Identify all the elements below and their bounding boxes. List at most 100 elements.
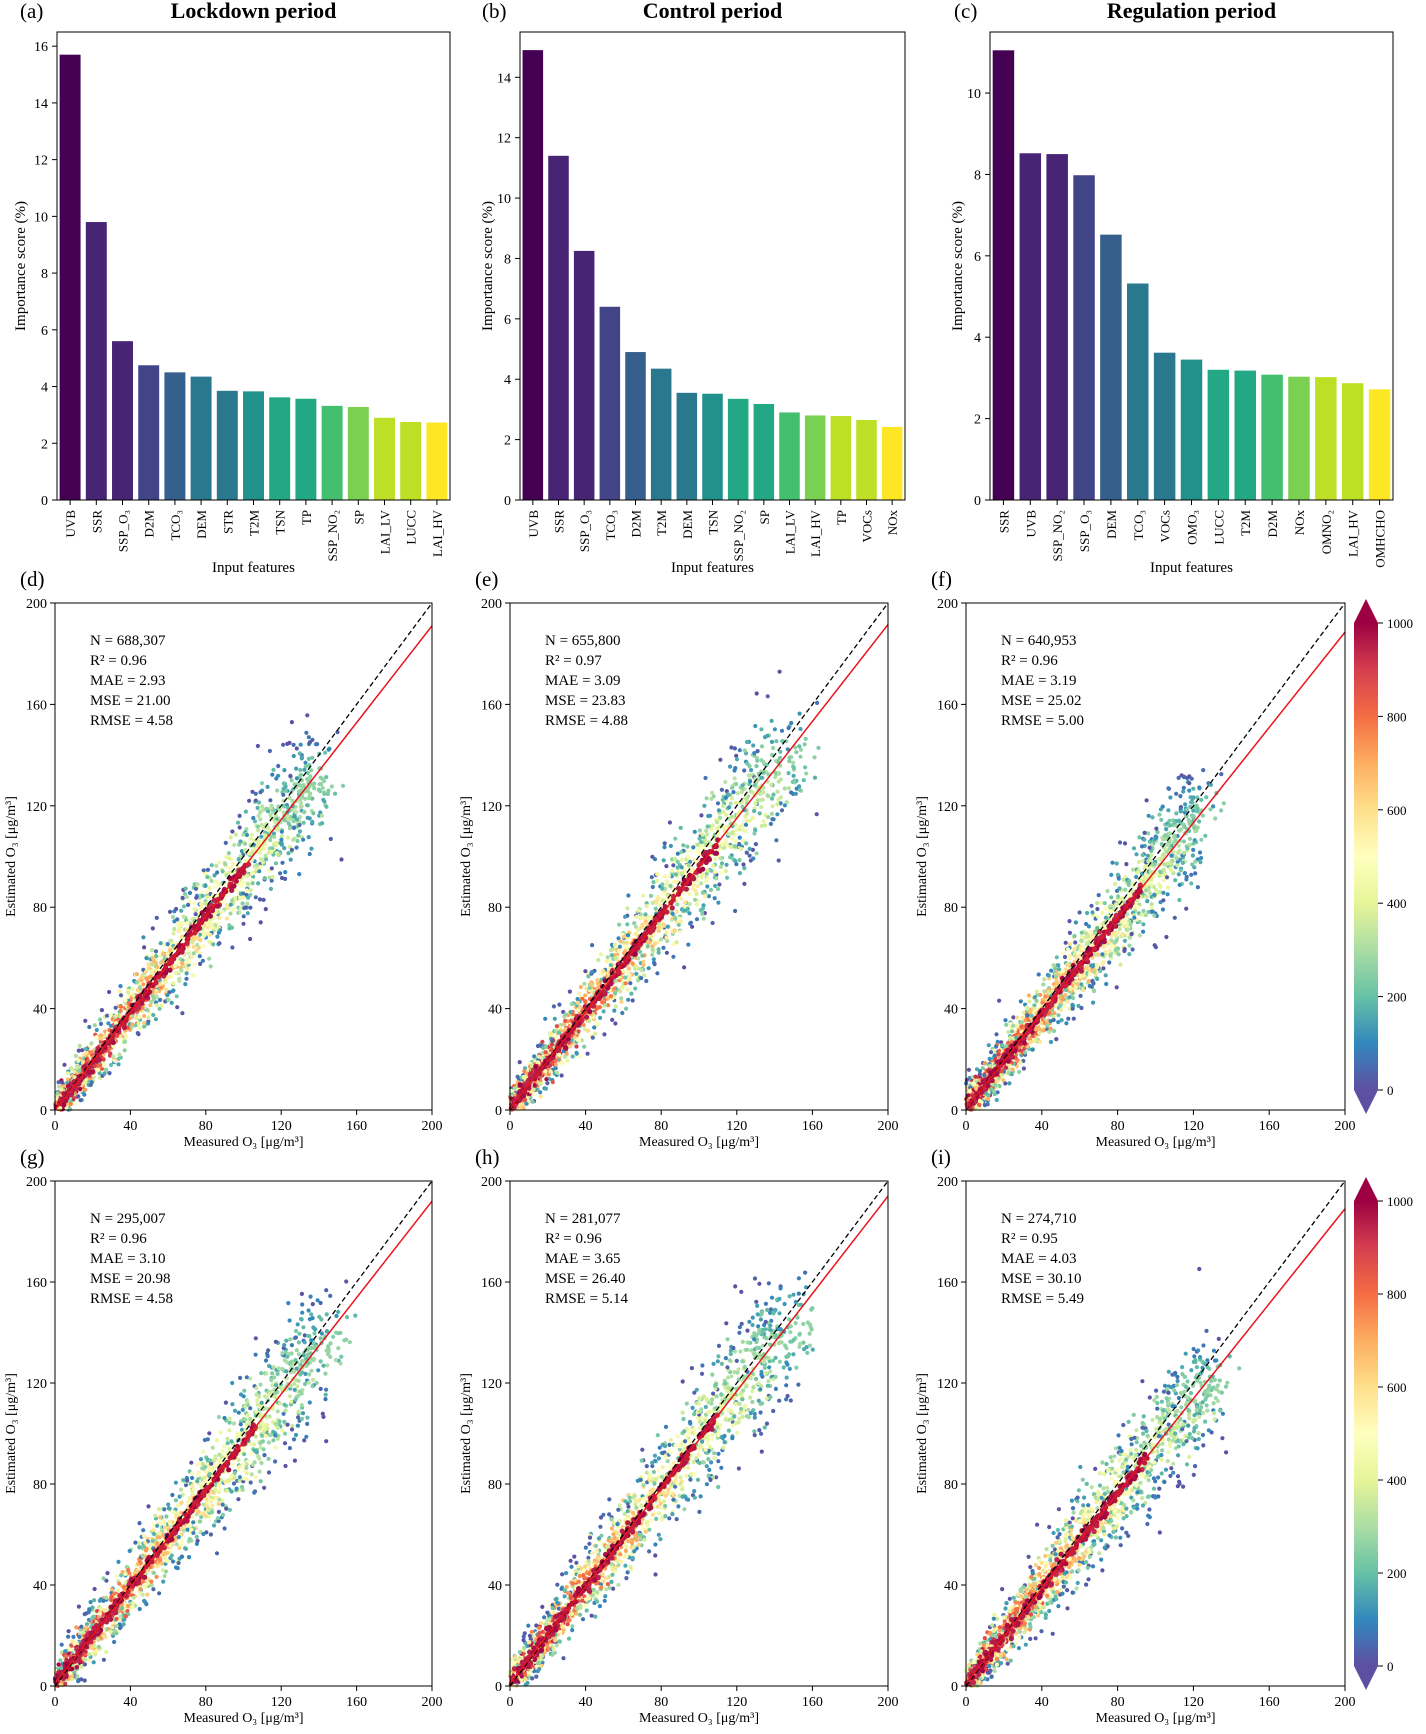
data-point xyxy=(656,939,661,944)
plot-frame xyxy=(56,31,451,501)
data-point xyxy=(291,808,296,813)
data-point xyxy=(298,742,303,747)
data-point xyxy=(705,824,710,829)
x-tick-label: 0 xyxy=(507,1119,514,1134)
x-tick-label: SSP_NO₂ xyxy=(1050,510,1065,562)
data-point xyxy=(543,1016,548,1021)
data-point xyxy=(725,875,730,880)
y-tick-label: 0 xyxy=(41,494,48,509)
data-point xyxy=(596,957,601,963)
stat-text: MAE = 2.93 xyxy=(90,673,166,689)
data-point xyxy=(640,953,645,958)
data-point xyxy=(740,783,745,788)
data-point xyxy=(1172,915,1177,920)
data-point xyxy=(737,748,742,753)
data-point xyxy=(643,919,648,924)
data-point xyxy=(309,768,314,773)
data-point xyxy=(625,922,630,927)
data-point xyxy=(609,994,614,999)
data-point xyxy=(774,739,779,744)
data-point xyxy=(154,915,159,921)
data-point xyxy=(193,912,198,917)
x-tick-label: SSR xyxy=(89,510,104,533)
data-point xyxy=(655,971,660,976)
data-point xyxy=(524,1101,529,1106)
bar xyxy=(1073,175,1095,500)
data-point xyxy=(664,864,669,869)
data-point xyxy=(248,888,253,893)
y-axis-label: Importance score (%) xyxy=(950,201,966,331)
data-point xyxy=(718,870,724,875)
data-point xyxy=(715,886,721,892)
data-point xyxy=(540,1039,545,1044)
data-point xyxy=(172,963,178,969)
data-point xyxy=(679,857,684,862)
data-point xyxy=(278,871,283,876)
data-point xyxy=(326,747,331,752)
y-axis-label: Importance score (%) xyxy=(13,201,29,331)
data-point xyxy=(307,796,312,801)
data-point xyxy=(212,873,217,878)
data-point xyxy=(259,834,264,839)
data-point xyxy=(777,669,782,674)
data-point xyxy=(553,1034,558,1039)
x-tick-label: 80 xyxy=(654,1119,668,1134)
bar xyxy=(321,405,343,500)
data-point xyxy=(734,800,739,806)
data-point xyxy=(776,771,782,776)
data-point xyxy=(303,796,308,801)
data-point xyxy=(297,822,302,828)
data-point xyxy=(583,993,588,998)
data-point xyxy=(319,782,324,787)
data-point xyxy=(1036,972,1041,977)
data-point xyxy=(744,811,750,816)
data-point xyxy=(209,878,214,884)
chart-title: Lockdown period xyxy=(171,0,337,23)
data-point xyxy=(613,956,618,961)
y-tick-label: 14 xyxy=(497,71,511,86)
data-point xyxy=(135,988,140,993)
x-axis-label: Input features xyxy=(671,560,754,576)
data-point xyxy=(297,815,302,820)
data-point xyxy=(153,949,159,954)
data-point xyxy=(141,982,146,987)
bar xyxy=(1341,383,1364,500)
data-point xyxy=(769,718,774,724)
y-tick-label: 200 xyxy=(481,597,502,612)
data-point xyxy=(291,837,296,842)
data-point xyxy=(205,874,210,880)
data-point xyxy=(1072,933,1077,939)
data-point xyxy=(274,843,279,848)
data-point xyxy=(618,989,623,994)
data-point xyxy=(228,835,233,840)
data-point xyxy=(118,984,123,989)
data-point xyxy=(720,797,725,802)
data-point xyxy=(791,773,796,778)
data-point xyxy=(778,777,783,782)
data-point xyxy=(593,1031,598,1036)
data-point xyxy=(136,1032,141,1037)
data-point xyxy=(279,837,284,842)
data-point xyxy=(761,819,766,824)
x-tick-label: 200 xyxy=(878,1119,899,1134)
bar xyxy=(1261,374,1283,500)
data-point xyxy=(714,876,719,881)
data-point xyxy=(248,905,253,910)
data-point xyxy=(588,982,593,987)
data-point xyxy=(577,991,582,996)
data-point xyxy=(572,1035,578,1040)
data-point xyxy=(83,1087,88,1092)
data-point xyxy=(237,813,242,819)
data-point xyxy=(245,873,250,878)
data-point xyxy=(754,691,759,696)
plot-frame xyxy=(519,31,906,501)
x-tick-label: D2M xyxy=(629,510,644,538)
data-point xyxy=(678,825,683,831)
data-point xyxy=(791,764,796,770)
data-point xyxy=(175,1005,180,1010)
data-point xyxy=(63,1098,69,1104)
data-point xyxy=(157,954,162,959)
data-point xyxy=(641,959,646,964)
data-point xyxy=(717,882,722,887)
data-point xyxy=(235,820,241,825)
